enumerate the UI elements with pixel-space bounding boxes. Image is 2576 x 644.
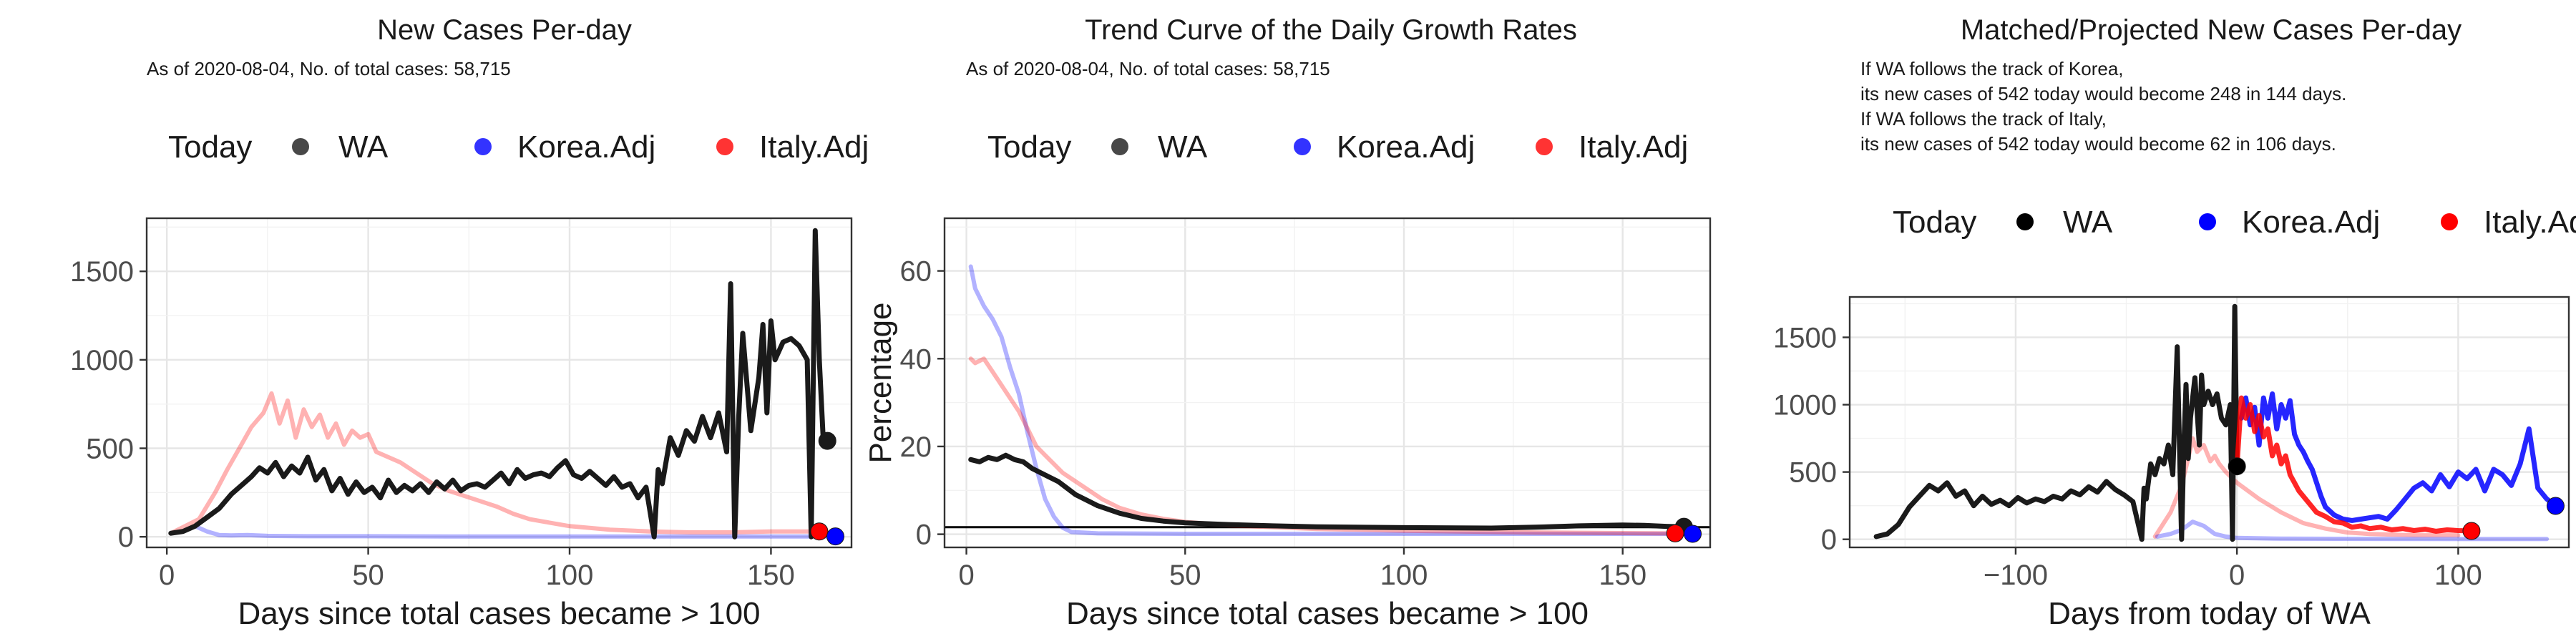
legend-label: WA xyxy=(2063,205,2113,240)
legend-title: Today xyxy=(987,130,1071,165)
x-tick-label: 50 xyxy=(352,560,384,591)
chart-subtitle: If WA follows the track of Korea, xyxy=(1860,58,2124,79)
series-line-italy-adj xyxy=(2234,395,2474,534)
y-tick-label: 0 xyxy=(1821,525,1837,556)
x-axis-title: Days since total cases became > 100 xyxy=(238,596,760,631)
legend-key-korea-adj xyxy=(474,138,492,155)
chart-subtitle: its new cases of 542 today would become … xyxy=(1860,133,2336,155)
legend-label: Korea.Adj xyxy=(2242,205,2380,240)
legend-label: Korea.Adj xyxy=(1337,130,1475,165)
x-tick-label: 150 xyxy=(1599,560,1646,591)
growth-rate-chart: Trend Curve of the Daily Growth Rates As … xyxy=(863,14,1712,631)
chart-subtitle: As of 2020-08-04, No. of total cases: 58… xyxy=(966,58,1330,79)
y-tick-label: 40 xyxy=(900,343,932,375)
x-tick-label: 0 xyxy=(958,560,974,591)
chart-subtitle: As of 2020-08-04, No. of total cases: 58… xyxy=(147,58,511,79)
new-cases-chart: New Cases Per-day As of 2020-08-04, No. o… xyxy=(70,14,869,631)
chart-title: New Cases Per-day xyxy=(377,14,632,46)
x-tick-label: 100 xyxy=(1380,560,1428,591)
series-line-korea-adj xyxy=(168,524,834,539)
legend-label: Italy.Adj xyxy=(2484,205,2576,240)
today-point-korea-adj xyxy=(2546,497,2565,515)
x-tick-label: 0 xyxy=(2229,560,2245,591)
y-tick-label: 0 xyxy=(916,519,932,551)
y-tick-label: 20 xyxy=(900,431,932,463)
today-point-korea-adj xyxy=(1684,525,1702,543)
legend-key-wa xyxy=(1111,138,1128,155)
y-tick-label: 500 xyxy=(86,434,134,465)
series-line-korea-adj xyxy=(2155,519,2550,542)
legend-key-wa xyxy=(2016,213,2034,230)
panel-projected-cases: Matched/Projected New Cases Per-day If WA… xyxy=(1717,0,2576,644)
y-tick-label: 0 xyxy=(118,522,134,553)
y-tick-label: 1500 xyxy=(1773,322,1837,353)
chart-title: Matched/Projected New Cases Per-day xyxy=(1961,14,2462,46)
chart-subtitle: If WA follows the track of Italy, xyxy=(1860,108,2107,130)
legend-key-italy-adj xyxy=(2441,213,2458,230)
y-tick-label: 500 xyxy=(1789,457,1837,489)
legend-label: Italy.Adj xyxy=(759,130,869,165)
y-tick-label: 1500 xyxy=(70,256,134,288)
plot-frame xyxy=(145,217,853,549)
plot-frame xyxy=(943,217,1712,549)
today-point-italy-adj xyxy=(810,522,829,541)
today-point-korea-adj xyxy=(826,527,844,546)
legend-label: Korea.Adj xyxy=(517,130,655,165)
plot-frame xyxy=(1848,296,2570,549)
chart-title: Trend Curve of the Daily Growth Rates xyxy=(1085,14,1577,46)
x-tick-label: −100 xyxy=(1984,560,2048,591)
chart-subtitle: its new cases of 542 today would become … xyxy=(1860,83,2346,104)
legend-title: Today xyxy=(168,130,252,165)
legend-key-korea-adj xyxy=(2199,213,2216,230)
series-line-wa xyxy=(168,228,830,540)
legend-key-korea-adj xyxy=(1294,138,1311,155)
plot-area xyxy=(1873,303,2558,542)
legend-label: WA xyxy=(338,130,389,165)
plot-area xyxy=(168,228,834,540)
x-axis-title: Days since total cases became > 100 xyxy=(1066,596,1589,631)
x-tick-label: 100 xyxy=(546,560,594,591)
legend-key-wa xyxy=(292,138,309,155)
plot-area xyxy=(968,264,1695,536)
series-line-wa xyxy=(968,452,1687,531)
today-point-wa xyxy=(818,431,836,450)
series-line-italy-adj xyxy=(168,391,814,536)
today-point-wa xyxy=(2228,457,2246,476)
x-tick-label: 100 xyxy=(2434,560,2482,591)
legend-key-italy-adj xyxy=(1536,138,1553,155)
x-tick-label: 0 xyxy=(159,560,175,591)
x-tick-label: 50 xyxy=(1169,560,1201,591)
x-tick-label: 150 xyxy=(747,560,795,591)
x-axis-title: Days from today of WA xyxy=(2048,596,2371,631)
y-tick-label: 60 xyxy=(900,256,932,288)
legend-label: WA xyxy=(1158,130,1208,165)
today-point-italy-adj xyxy=(1666,524,1684,542)
series-line-korea-adj xyxy=(968,264,1695,536)
series-line-wa xyxy=(1873,303,2240,542)
series-line-korea-adj xyxy=(2238,391,2558,523)
panel-new-cases: New Cases Per-day As of 2020-08-04, No. o… xyxy=(0,0,869,644)
panel-growth-rates: Trend Curve of the Daily Growth Rates As … xyxy=(859,0,1717,644)
projected-cases-chart: Matched/Projected New Cases Per-day If WA… xyxy=(1773,14,2576,631)
today-point-italy-adj xyxy=(2462,522,2481,540)
legend-key-italy-adj xyxy=(716,138,733,155)
y-tick-label: 1000 xyxy=(1773,390,1837,421)
y-tick-label: 1000 xyxy=(70,345,134,376)
legend-title: Today xyxy=(1893,205,1976,240)
y-axis-title: Percentage xyxy=(863,302,898,463)
legend-label: Italy.Adj xyxy=(1579,130,1688,165)
